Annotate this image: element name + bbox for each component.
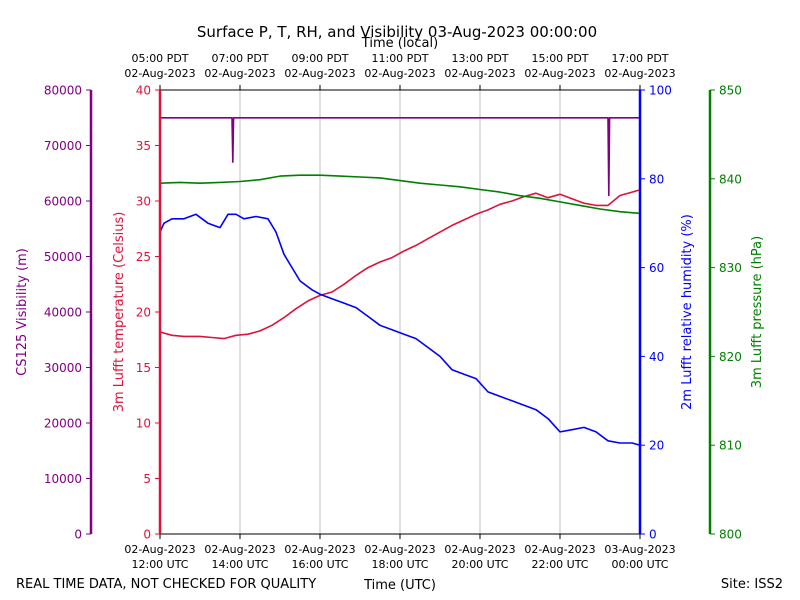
humidity-tick-label: 40 [649, 350, 664, 364]
x-tick-label-local-date: 02-Aug-2023 [444, 67, 515, 80]
x-tick-label-utc-date: 03-Aug-2023 [604, 543, 675, 556]
series-line-temperature [159, 189, 641, 340]
x-tick-label-utc-date: 02-Aug-2023 [444, 543, 515, 556]
visibility-axis-label: CS125 Visibility (m) [15, 248, 30, 376]
visibility-tick-label: 50000 [44, 250, 82, 264]
x-tick-labels: 02-Aug-2023 12:00 UTC 05:00 PDT 02-Aug-2023… [124, 52, 675, 571]
humidity-tick-label: 100 [649, 84, 672, 98]
x-tick-label-local-date: 02-Aug-2023 [124, 67, 195, 80]
series-layer [159, 117, 641, 446]
humidity-tick-label: 0 [649, 528, 657, 542]
x-tick-label-utc-time: 22:00 UTC [531, 558, 588, 571]
visibility-tick-label: 70000 [44, 139, 82, 153]
series-line-visibility [160, 117, 640, 197]
grid-lines [239, 90, 561, 534]
x-axis-label: Time (UTC) [363, 578, 436, 593]
pressure-tick-label: 830 [719, 261, 742, 275]
pressure-tick-label: 810 [719, 439, 742, 453]
x-tick-label-local-time: 05:00 PDT [131, 52, 188, 65]
temperature-tick-label: 10 [136, 417, 151, 431]
visibility-tick-label: 10000 [44, 472, 82, 486]
visibility-tick-label: 60000 [44, 195, 82, 209]
x-tick-label-utc-date: 02-Aug-2023 [124, 543, 195, 556]
visibility-tick-label: 80000 [44, 84, 82, 98]
visibility-tick-label: 40000 [44, 306, 82, 320]
temperature-tick-label: 25 [136, 250, 151, 264]
x-tick-label-utc-date: 02-Aug-2023 [204, 543, 275, 556]
top-axis-label: Time (local) [361, 36, 438, 51]
x-tick-label-local-time: 11:00 PDT [371, 52, 428, 65]
x-tick-label-utc-date: 02-Aug-2023 [284, 543, 355, 556]
chart-title: Surface P, T, RH, and Visibility 03-Aug-… [197, 23, 597, 41]
humidity-tick-label: 20 [649, 439, 664, 453]
axes-layer: 0100002000030000400005000060000700008000… [15, 84, 765, 542]
humidity-tick-label: 60 [649, 261, 664, 275]
x-tick-label-local-date: 02-Aug-2023 [284, 67, 355, 80]
pressure-axis-label: 3m Lufft pressure (hPa) [750, 236, 765, 388]
x-tick-label-local-date: 02-Aug-2023 [604, 67, 675, 80]
x-tick-label-utc-time: 12:00 UTC [131, 558, 188, 571]
x-tick-label-local-time: 09:00 PDT [291, 52, 348, 65]
visibility-tick-label: 30000 [44, 361, 82, 375]
series-line-pressure [159, 174, 641, 215]
quality-disclaimer: REAL TIME DATA, NOT CHECKED FOR QUALITY [16, 577, 316, 592]
x-tick-label-utc-time: 00:00 UTC [611, 558, 668, 571]
x-tick-label-local-time: 15:00 PDT [531, 52, 588, 65]
temperature-tick-label: 15 [136, 361, 151, 375]
temperature-tick-label: 30 [136, 195, 151, 209]
x-tick-label-utc-time: 18:00 UTC [371, 558, 428, 571]
visibility-tick-label: 0 [74, 528, 82, 542]
x-tick-label-local-date: 02-Aug-2023 [204, 67, 275, 80]
visibility-tick-label: 20000 [44, 417, 82, 431]
site-label: Site: ISS2 [721, 577, 783, 592]
temperature-tick-label: 35 [136, 139, 151, 153]
humidity-tick-label: 80 [649, 172, 664, 186]
pressure-tick-label: 820 [719, 350, 742, 364]
pressure-tick-label: 800 [719, 528, 742, 542]
x-tick-label-local-date: 02-Aug-2023 [524, 67, 595, 80]
x-tick-label-local-time: 17:00 PDT [611, 52, 668, 65]
temperature-axis-label: 3m Lufft temperature (Celsius) [112, 212, 127, 413]
humidity-axis-label: 2m Lufft relative humidity (%) [680, 214, 695, 410]
series-line-relative-humidity [159, 213, 641, 446]
temperature-tick-label: 0 [143, 528, 151, 542]
pressure-tick-label: 840 [719, 172, 742, 186]
x-tick-label-utc-time: 20:00 UTC [451, 558, 508, 571]
x-tick-label-local-date: 02-Aug-2023 [364, 67, 435, 80]
temperature-tick-label: 20 [136, 306, 151, 320]
pressure-tick-label: 850 [719, 84, 742, 98]
x-tick-label-utc-time: 16:00 UTC [291, 558, 348, 571]
x-tick-label-local-time: 07:00 PDT [211, 52, 268, 65]
x-tick-label-utc-date: 02-Aug-2023 [364, 543, 435, 556]
temperature-tick-label: 5 [143, 472, 151, 486]
temperature-tick-label: 40 [136, 84, 151, 98]
x-tick-label-utc-date: 02-Aug-2023 [524, 543, 595, 556]
x-tick-label-local-time: 13:00 PDT [451, 52, 508, 65]
x-tick-label-utc-time: 14:00 UTC [211, 558, 268, 571]
